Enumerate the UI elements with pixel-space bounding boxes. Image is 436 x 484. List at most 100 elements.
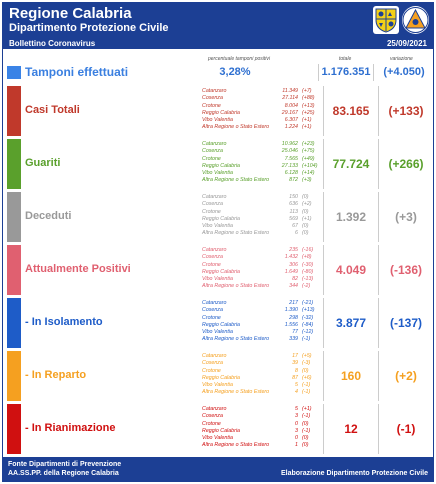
province-diff: (0) bbox=[302, 367, 309, 374]
province-diff: (+23) bbox=[302, 141, 315, 147]
section-total: 1.392 bbox=[323, 192, 379, 242]
province-row: Catanzaro 11.349 (+7) bbox=[202, 88, 324, 95]
province-value: 29.167 bbox=[281, 109, 298, 116]
province-diff: (0) bbox=[302, 230, 309, 237]
header-title: Regione Calabria bbox=[9, 5, 132, 22]
province-diff: (+1) bbox=[302, 406, 312, 412]
section-total: 12 bbox=[323, 404, 379, 454]
province-name: Catanzaro bbox=[202, 88, 227, 94]
province-name: Reggio Calabria bbox=[202, 109, 240, 116]
province-diff: (-13) bbox=[302, 276, 314, 283]
section-color-bar bbox=[7, 86, 21, 136]
province-name: Crotone bbox=[202, 102, 221, 109]
section-casi-totali: Casi Totali Catanzaro 11.349 (+7) Cosenza 27.… bbox=[5, 86, 431, 136]
province-name: Cosenza bbox=[202, 307, 223, 314]
footer-source: Fonte Dipartimenti di Prevenzione bbox=[8, 461, 122, 468]
province-value: 1.649 bbox=[284, 268, 298, 275]
province-diff: (-30) bbox=[302, 261, 314, 268]
province-value: 10.962 bbox=[281, 141, 298, 147]
province-row: Cosenza 39 (-3) bbox=[202, 360, 324, 367]
province-name: Altra Regione o Stato Estero bbox=[202, 336, 270, 343]
province-value: 3 bbox=[295, 413, 298, 420]
province-diff: (+1) bbox=[302, 124, 312, 131]
province-row: Vibo Valentia 0 (0) bbox=[202, 435, 324, 442]
section-color-bar bbox=[7, 351, 21, 401]
province-diff: (+13) bbox=[302, 102, 315, 109]
province-row: Catanzaro 217 (-21) bbox=[202, 300, 324, 307]
section-guariti: Guariti Catanzaro 10.962 (+23) Cosenza 25.046… bbox=[5, 139, 431, 189]
province-name: Catanzaro bbox=[202, 247, 227, 253]
province-row: Crotone 298 (-32) bbox=[202, 315, 324, 322]
province-value: 8.004 bbox=[284, 102, 298, 109]
province-name: Catanzaro bbox=[202, 141, 227, 147]
province-name: Catanzaro bbox=[202, 353, 227, 359]
bulletin-date: 25/09/2021 bbox=[386, 39, 427, 48]
province-name: Vibo Valentia bbox=[202, 117, 233, 124]
province-row: Altra Regione o Stato Estero 6 (0) bbox=[202, 230, 324, 237]
section-color-bar bbox=[7, 298, 21, 348]
province-diff: (+6) bbox=[302, 374, 312, 381]
logos bbox=[373, 6, 429, 36]
province-row: Altra Regione o Stato Estero 1.224 (+1) bbox=[202, 124, 324, 131]
province-name: Cosenza bbox=[202, 360, 223, 367]
province-row: Vibo Valentia 67 (0) bbox=[202, 223, 324, 230]
province-diff: (+75) bbox=[302, 148, 315, 155]
province-value: 1.556 bbox=[284, 321, 298, 328]
province-name: Reggio Calabria bbox=[202, 427, 240, 434]
province-list: Catanzaro 11.349 (+7) Cosenza 27.114 (+88) Cro… bbox=[202, 88, 324, 132]
province-diff: (+1) bbox=[302, 215, 312, 222]
province-diff: (+2) bbox=[302, 201, 312, 208]
province-row: Cosenza 27.114 (+88) bbox=[202, 95, 324, 102]
tamponi-label: Tamponi effettuati bbox=[25, 65, 129, 79]
province-value: 87 bbox=[292, 374, 298, 381]
province-diff: (-1) bbox=[302, 336, 311, 343]
province-diff: (-3) bbox=[302, 360, 311, 367]
province-value: 11.349 bbox=[282, 88, 298, 94]
province-name: Catanzaro bbox=[202, 406, 227, 412]
province-diff: (0) bbox=[302, 223, 309, 230]
province-row: Reggio Calabria 29.167 (+25) bbox=[202, 110, 324, 117]
section-variation: (+3) bbox=[395, 210, 417, 224]
province-row: Crotone 306 (-30) bbox=[202, 262, 324, 269]
province-diff: (0) bbox=[302, 435, 309, 442]
province-row: Catanzaro 5 (+1) bbox=[202, 406, 324, 413]
province-name: Reggio Calabria bbox=[202, 268, 240, 275]
section-color-bar bbox=[7, 139, 21, 189]
province-value: 7.565 bbox=[284, 155, 298, 162]
section-total: 77.724 bbox=[323, 139, 379, 189]
province-value: 1.390 bbox=[284, 307, 298, 314]
section-total: 4.049 bbox=[323, 245, 379, 295]
section-variation: (-1) bbox=[396, 422, 416, 436]
province-diff: (-1) bbox=[302, 427, 311, 434]
province-diff: (+1) bbox=[302, 117, 312, 124]
province-value: 3 bbox=[295, 427, 298, 434]
section-in-reparto: - In Reparto Catanzaro 17 (+5) Cosenza 39 (-3)… bbox=[5, 351, 431, 401]
tamponi-total: 1.176.351 bbox=[318, 64, 374, 81]
province-name: Reggio Calabria bbox=[202, 215, 240, 222]
province-diff: (-32) bbox=[302, 314, 314, 321]
province-row: Crotone 7.565 (+49) bbox=[202, 156, 324, 163]
province-name: Vibo Valentia bbox=[202, 382, 233, 389]
province-name: Cosenza bbox=[202, 95, 223, 102]
section-total: 3.877 bbox=[323, 298, 379, 348]
province-row: Catanzaro 10.962 (+23) bbox=[202, 141, 324, 148]
province-row: Altra Regione o Stato Estero 344 (-2) bbox=[202, 283, 324, 290]
province-row: Crotone 113 (0) bbox=[202, 209, 324, 216]
footer-asp: AA.SS.PP. della Regione Calabria bbox=[8, 470, 119, 477]
province-row: Reggio Calabria 87 (+6) bbox=[202, 375, 324, 382]
province-row: Reggio Calabria 1.556 (-84) bbox=[202, 322, 324, 329]
section-variation: (-137) bbox=[389, 316, 422, 330]
province-diff: (-2) bbox=[302, 283, 311, 290]
province-value: 344 bbox=[289, 283, 298, 290]
province-diff: (+14) bbox=[302, 170, 315, 177]
province-row: Cosenza 1.390 (+13) bbox=[202, 307, 324, 314]
province-value: 5 bbox=[295, 382, 298, 389]
province-value: 298 bbox=[289, 314, 298, 321]
section-in-rianimazione: - In Rianimazione Catanzaro 5 (+1) Cosenza 3 (… bbox=[5, 404, 431, 454]
province-row: Catanzaro 150 (0) bbox=[202, 194, 324, 201]
section-variation: (-136) bbox=[389, 263, 422, 277]
province-diff: (0) bbox=[302, 208, 309, 215]
section-variation: (+133) bbox=[388, 104, 424, 118]
province-value: 17 bbox=[292, 353, 298, 359]
province-name: Altra Regione o Stato Estero bbox=[202, 177, 270, 184]
